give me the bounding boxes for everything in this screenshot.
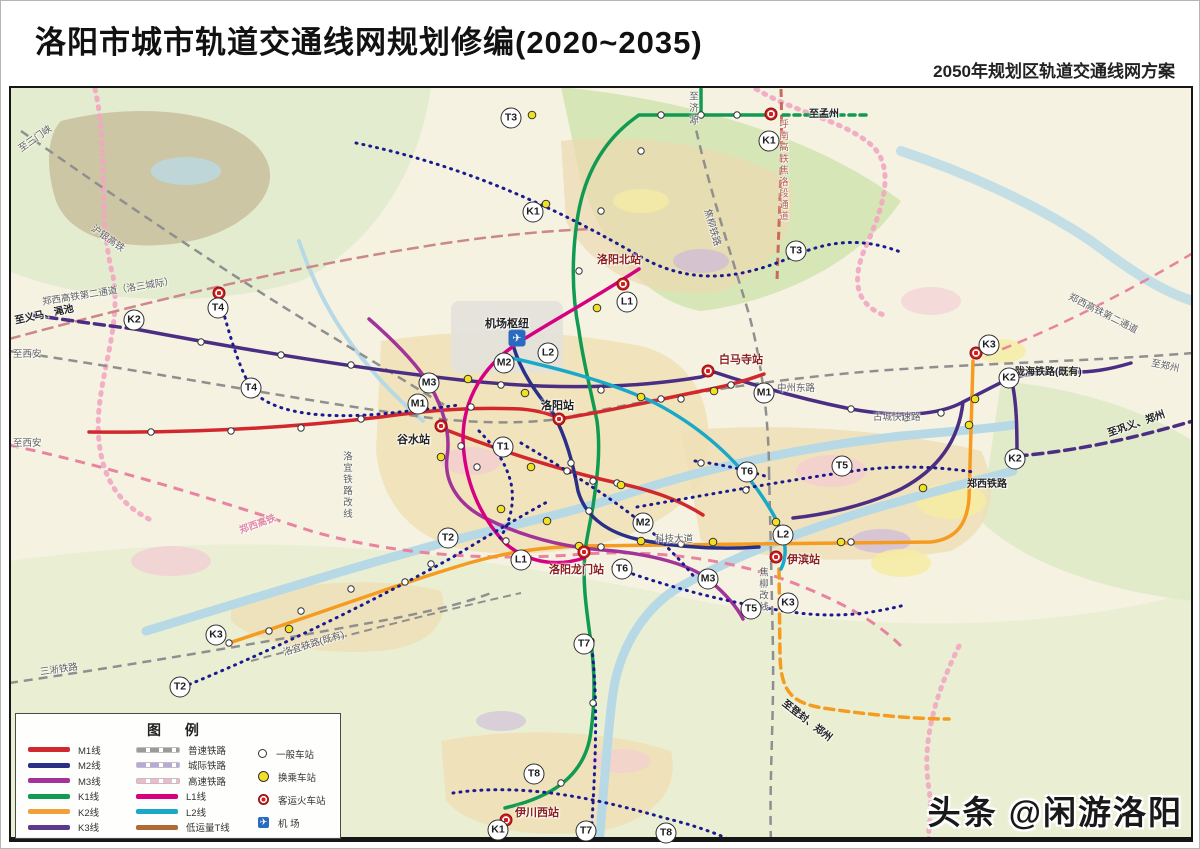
rail-sanxi [11,591,492,684]
legend-line-label: K1线 [78,792,100,804]
line-m1 [87,372,766,434]
legend-station-label: 换乘车站 [278,772,317,784]
legend-station-label: 客运火车站 [278,795,326,807]
legend-line-label: L1线 [186,792,207,804]
legend-column-metro: M1线 M2线 M3线 K1线 K2线 K3线 [28,742,136,835]
legend-line-item: 低运量T线 [136,820,254,836]
legend-line-swatch [136,793,178,799]
legend-line-item: K2线 [28,804,136,820]
line-t3 [354,141,905,278]
legend-line-item: 高速铁路 [136,773,254,789]
legend-rail-station-icon [258,794,269,805]
legend-line-label: L2线 [186,807,207,819]
legend-line-swatch [28,809,70,815]
header: 洛阳市城市轨道交通线网规划修编(2020~2035) 2050年规划区轨道交通线… [1,1,1199,86]
legend-line-label: M2线 [78,761,101,773]
rail-jiaoliu [691,115,771,472]
legend-station-label: 机 场 [278,818,300,830]
line-k2-dash-west [29,313,137,331]
line-t1 [477,429,514,540]
legend-line-item: 普速铁路 [136,742,254,758]
rail-jiaoliu-reroute [767,470,775,837]
legend-line-label: 普速铁路 [188,745,227,757]
legend-line-item: M1线 [28,742,136,758]
rail-hunan [775,88,784,282]
page-subtitle: 2050年规划区轨道交通线网方案 [933,62,1175,81]
line-t2 [181,500,549,689]
legend-column-stations: 一般车站换乘车站客运火车站 ✈ 机 场 [254,742,334,835]
legend-line-swatch [28,793,70,799]
legend-line-label: 低运量T线 [186,823,230,835]
line-m1-branch [439,426,705,517]
legend-line-swatch [28,778,70,784]
line-t6a [519,441,697,580]
legend-station-label: 一般车站 [276,749,315,761]
legend-line-label: K2线 [78,807,100,819]
legend-column-rail: 普速铁路城际铁路高速铁路 L1线 L2线低运量T线 [136,742,254,835]
legend-station-item: 一般车站 [254,742,334,765]
legend-line-swatch [136,746,180,753]
legend-title: 图 例 [147,722,209,738]
legend-line-item: M2线 [28,758,136,774]
legend-line-item: K3线 [28,820,136,836]
legend-line-item: K1线 [28,789,136,805]
legend-line-item: L1线 [136,789,254,805]
watermark: 头条 @闲游洛阳 [927,794,1183,831]
legend-station-item: 客运火车站 [254,788,334,811]
rail-zhengxi2-ne [975,252,1191,361]
legend-line-label: 城际铁路 [188,761,227,773]
line-t8 [451,788,728,837]
legend-line-swatch [136,777,180,784]
line-k2-dash-east [1015,419,1191,458]
legend-line-swatch [136,809,178,815]
legend-line-item: M3线 [28,773,136,789]
line-k2 [133,327,1133,416]
legend-line-swatch [136,762,180,769]
line-t7 [589,639,598,837]
legend-line-label: M3线 [78,776,101,788]
legend-line-swatch [28,747,70,753]
line-k3-dash-south [777,567,951,721]
legend-line-swatch [28,824,70,830]
legend-line-item: 城际铁路 [136,758,254,774]
legend-airport-station-icon: ✈ [258,817,269,828]
legend-line-label: K3线 [78,823,100,835]
legend-general-station-icon [258,749,267,758]
legend-transfer-station-icon [258,771,269,782]
legend-line-label: 高速铁路 [188,776,227,788]
legend-line-item: L2线 [136,804,254,820]
legend-line-label: M1线 [78,745,101,757]
legend: 图 例 M1线 M2线 M3线 K1线 K2线 K3线 普速铁路城际铁路高速铁路 L1线 L2… [15,713,341,839]
legend-station-item: ✈ 机 场 [254,811,334,834]
legend-station-item: 换乘车站 [254,765,334,788]
boundary-layer [92,88,962,837]
line-k3 [227,359,975,645]
legend-line-swatch [136,824,178,830]
line-m2 [511,343,761,550]
page-title: 洛阳市城市轨道交通线网规划修编(2020~2035) [35,25,703,60]
rail-luosan-ic [11,227,592,340]
legend-line-swatch [28,762,70,768]
rail-huyin [20,129,447,408]
